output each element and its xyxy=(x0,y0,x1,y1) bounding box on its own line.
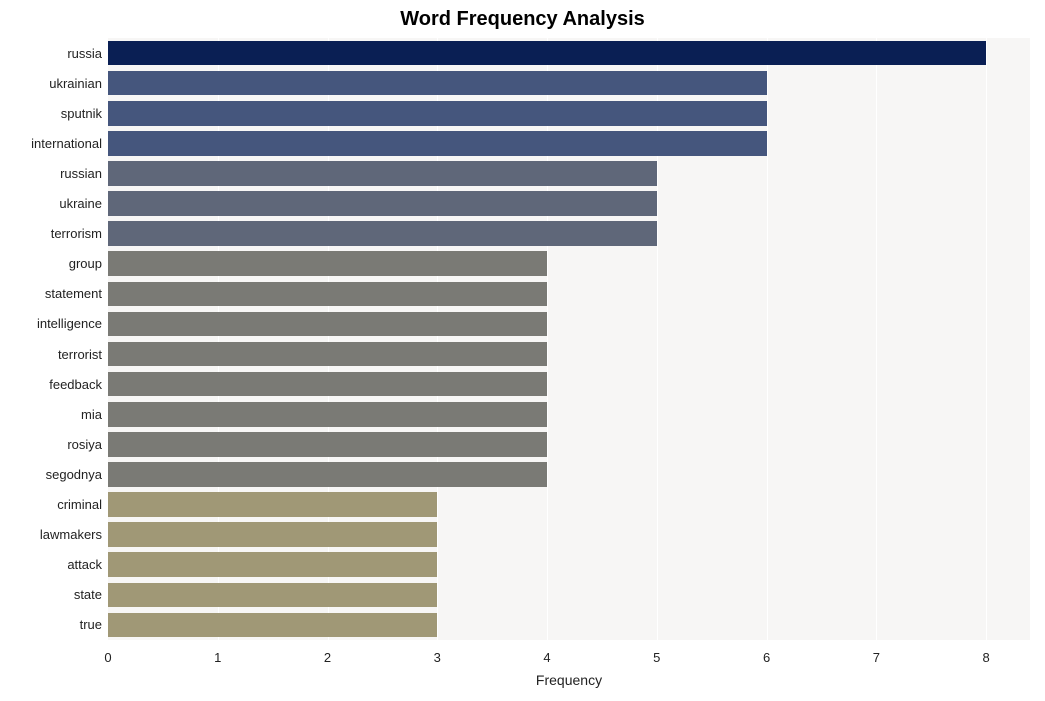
gridline xyxy=(767,38,768,640)
y-tick-label: mia xyxy=(81,407,102,422)
bar xyxy=(108,161,657,186)
x-tick-label: 0 xyxy=(104,650,111,665)
gridline xyxy=(218,38,219,640)
y-tick-label: true xyxy=(80,617,102,632)
gridline xyxy=(437,38,438,640)
plot-area xyxy=(108,38,1030,640)
bar xyxy=(108,462,547,487)
x-tick-label: 3 xyxy=(434,650,441,665)
y-tick-label: international xyxy=(31,136,102,151)
y-tick-label: intelligence xyxy=(37,316,102,331)
x-tick-label: 5 xyxy=(653,650,660,665)
y-tick-label: criminal xyxy=(57,497,102,512)
bar xyxy=(108,613,437,638)
gridline xyxy=(986,38,987,640)
y-tick-label: statement xyxy=(45,286,102,301)
bar xyxy=(108,221,657,246)
bar xyxy=(108,131,767,156)
bar xyxy=(108,432,547,457)
y-tick-label: state xyxy=(74,587,102,602)
bar xyxy=(108,312,547,337)
bar xyxy=(108,41,986,66)
x-tick-label: 7 xyxy=(873,650,880,665)
y-tick-label: russia xyxy=(67,46,102,61)
y-tick-label: ukraine xyxy=(59,196,102,211)
bar xyxy=(108,522,437,547)
y-tick-label: russian xyxy=(60,166,102,181)
y-tick-label: lawmakers xyxy=(40,527,102,542)
x-axis-title: Frequency xyxy=(536,672,602,688)
gridline xyxy=(547,38,548,640)
bar xyxy=(108,342,547,367)
x-tick-label: 6 xyxy=(763,650,770,665)
bar xyxy=(108,552,437,577)
chart-title: Word Frequency Analysis xyxy=(400,8,645,31)
x-tick-label: 1 xyxy=(214,650,221,665)
bar xyxy=(108,251,547,276)
x-tick-label: 2 xyxy=(324,650,331,665)
bar xyxy=(108,492,437,517)
bar xyxy=(108,191,657,216)
y-tick-label: terrorism xyxy=(51,226,102,241)
bar xyxy=(108,402,547,427)
bar xyxy=(108,583,437,608)
bar xyxy=(108,101,767,126)
y-tick-label: attack xyxy=(67,557,102,572)
bar xyxy=(108,372,547,397)
gridline xyxy=(328,38,329,640)
y-tick-label: ukrainian xyxy=(49,76,102,91)
y-tick-label: sputnik xyxy=(61,106,102,121)
y-tick-label: rosiya xyxy=(67,437,102,452)
gridline xyxy=(657,38,658,640)
x-tick-label: 4 xyxy=(543,650,550,665)
y-tick-label: terrorist xyxy=(58,347,102,362)
y-tick-label: segodnya xyxy=(46,467,102,482)
y-tick-label: feedback xyxy=(49,377,102,392)
y-tick-label: group xyxy=(69,256,102,271)
bar xyxy=(108,71,767,96)
bar xyxy=(108,282,547,307)
gridline xyxy=(876,38,877,640)
x-tick-label: 8 xyxy=(982,650,989,665)
